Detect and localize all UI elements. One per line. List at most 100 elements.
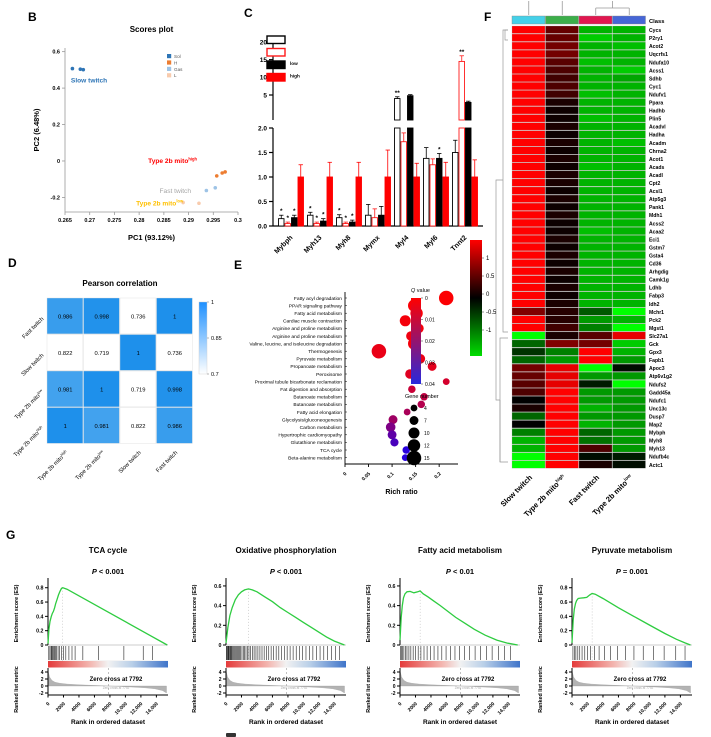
panel-f-gene-heatmap: Class Cycs P2ry1 Acot2 Uqcrfs1 Ndufa10 Acss1 Sd… xyxy=(456,0,711,562)
svg-text:0.6: 0.6 xyxy=(560,600,567,606)
svg-text:8000: 8000 xyxy=(625,701,637,713)
svg-text:Slow twitch: Slow twitch xyxy=(499,473,535,509)
svg-text:Zero cross at 7792: Zero cross at 7792 xyxy=(627,686,654,690)
svg-text:2000: 2000 xyxy=(407,701,419,713)
svg-text:0: 0 xyxy=(219,643,222,649)
svg-text:Cyc1: Cyc1 xyxy=(649,84,661,90)
svg-text:0: 0 xyxy=(393,643,396,649)
svg-text:Carbon metabolism: Carbon metabolism xyxy=(300,425,342,431)
svg-text:0.15: 0.15 xyxy=(408,471,419,482)
svg-text:Zero cross at 7792: Zero cross at 7792 xyxy=(614,677,667,683)
svg-text:0.6: 0.6 xyxy=(52,50,60,56)
svg-text:Glutathione metabolism: Glutathione metabolism xyxy=(291,440,342,446)
svg-text:0: 0 xyxy=(219,684,222,690)
svg-text:5: 5 xyxy=(263,92,267,99)
svg-text:15: 15 xyxy=(260,57,268,64)
svg-text:Q value: Q value xyxy=(411,288,430,294)
svg-text:Ndufs2: Ndufs2 xyxy=(649,382,666,388)
svg-text:14,000: 14,000 xyxy=(669,701,684,716)
svg-text:0.275: 0.275 xyxy=(108,218,122,224)
svg-text:Zero cross at 7792: Zero cross at 7792 xyxy=(103,686,130,690)
svg-text:0.03: 0.03 xyxy=(425,361,435,367)
svg-text:10: 10 xyxy=(260,75,268,82)
svg-text:1: 1 xyxy=(64,424,67,430)
svg-text:0.4: 0.4 xyxy=(36,614,43,620)
svg-text:Fast twitch: Fast twitch xyxy=(567,473,601,507)
svg-text:0.981: 0.981 xyxy=(58,387,73,393)
svg-text:*: * xyxy=(322,212,325,219)
svg-text:0.04: 0.04 xyxy=(425,382,435,388)
svg-text:**: ** xyxy=(395,90,401,97)
svg-text:10,000: 10,000 xyxy=(638,701,653,716)
svg-text:Ranked list metric: Ranked list metric xyxy=(538,666,544,712)
svg-text:Zero cross at 7792: Zero cross at 7792 xyxy=(281,686,308,690)
svg-text:Pank1: Pank1 xyxy=(649,205,664,211)
svg-text:Type 2b mitohigh: Type 2b mitohigh xyxy=(36,449,69,482)
svg-text:Fatty acid metabolism: Fatty acid metabolism xyxy=(294,311,342,317)
svg-text:Slc27a1: Slc27a1 xyxy=(649,334,668,340)
panel-label-g: G xyxy=(6,528,16,542)
svg-text:-1: -1 xyxy=(486,328,492,334)
svg-text:Myh8: Myh8 xyxy=(335,234,353,252)
svg-text:Dusp7: Dusp7 xyxy=(649,414,665,420)
svg-text:Atp5g3: Atp5g3 xyxy=(649,197,666,203)
marker-gene-bars-svg: 20 15 10 5 2.0 1.5 1.0 0.5 0.0 Mybph Myh13 Myh8 Mymx… xyxy=(258,35,483,255)
panel-g-gsea-pyruvate: Pyruvate metabolism P = 0.001 0 0.2 0.4 0.6 0.… xyxy=(532,534,708,737)
svg-text:Acot2: Acot2 xyxy=(649,44,663,50)
svg-text:4000: 4000 xyxy=(248,701,260,713)
pca-scatter-svg: Scores plot 0.265 0.27 0.275 0.28 0.285 0.29 0.… xyxy=(32,25,242,242)
svg-text:Acadvl: Acadvl xyxy=(649,125,666,131)
svg-text:Cycs: Cycs xyxy=(649,28,661,34)
svg-text:1: 1 xyxy=(486,256,490,262)
svg-text:Actc1: Actc1 xyxy=(649,463,663,469)
svg-text:4000: 4000 xyxy=(594,701,606,713)
svg-text:0.986: 0.986 xyxy=(167,424,182,430)
svg-text:Thermogenesis: Thermogenesis xyxy=(308,349,342,355)
svg-text:Slow twitch: Slow twitch xyxy=(21,353,46,378)
svg-text:Type 2b mitohigh: Type 2b mitohigh xyxy=(12,425,45,458)
svg-text:Zero cross at 7792: Zero cross at 7792 xyxy=(268,677,321,683)
svg-text:12,000: 12,000 xyxy=(653,701,668,716)
svg-text:Type 2b mitohigh: Type 2b mitohigh xyxy=(148,157,197,166)
svg-text:0.4: 0.4 xyxy=(52,86,61,92)
svg-text:Ndufv1: Ndufv1 xyxy=(649,92,666,98)
svg-text:Acaa2: Acaa2 xyxy=(649,229,664,235)
svg-text:0.998: 0.998 xyxy=(167,387,182,393)
svg-text:0.295: 0.295 xyxy=(206,218,220,224)
svg-text:Zero cross at 7792: Zero cross at 7792 xyxy=(455,686,482,690)
svg-text:Rank in ordered dataset: Rank in ordered dataset xyxy=(595,719,670,726)
svg-text:Ranked list metric: Ranked list metric xyxy=(366,666,372,712)
svg-text:0: 0 xyxy=(342,471,348,477)
svg-text:PC1 (93.12%): PC1 (93.12%) xyxy=(128,233,176,242)
svg-text:Idh2: Idh2 xyxy=(649,302,660,308)
svg-text:0.822: 0.822 xyxy=(131,424,146,430)
panel-e-pathway-enrichment: 0 0.05 0.1 0.15 0.2 Rich ratio Fatty acyl degr… xyxy=(233,258,461,514)
pearson-heatmap-svg: Pearson correlation 0.986 0.998 0.736 1 0.822… xyxy=(12,279,222,483)
svg-text:0: 0 xyxy=(569,701,575,707)
svg-text:P2ry1: P2ry1 xyxy=(649,36,663,42)
svg-text:Enrichment score (ES): Enrichment score (ES) xyxy=(192,584,198,642)
svg-text:TCA cycle: TCA cycle xyxy=(320,448,342,454)
svg-text:Rich ratio: Rich ratio xyxy=(385,489,417,496)
svg-text:7: 7 xyxy=(424,419,427,425)
svg-text:Type 2b mitolow: Type 2b mitolow xyxy=(74,449,107,482)
svg-text:0.02: 0.02 xyxy=(425,339,435,345)
svg-text:*: * xyxy=(286,215,289,222)
svg-text:Acadl: Acadl xyxy=(649,173,663,179)
svg-text:10,000: 10,000 xyxy=(466,701,481,716)
svg-text:1.0: 1.0 xyxy=(258,174,267,181)
svg-text:2.0: 2.0 xyxy=(258,125,267,132)
svg-text:P < 0.001: P < 0.001 xyxy=(92,567,124,576)
svg-text:Type 2b mitolow: Type 2b mitolow xyxy=(136,199,184,208)
svg-text:12,000: 12,000 xyxy=(307,701,322,716)
svg-text:Camk1g: Camk1g xyxy=(649,278,669,284)
svg-text:10: 10 xyxy=(424,431,430,437)
svg-text:0: 0 xyxy=(486,292,490,298)
svg-text:1: 1 xyxy=(100,387,103,393)
svg-text:10,000: 10,000 xyxy=(114,701,129,716)
svg-text:*: * xyxy=(280,208,283,215)
svg-text:Acads: Acads xyxy=(649,165,664,171)
svg-text:0.6: 0.6 xyxy=(388,584,395,590)
svg-text:Sol: Sol xyxy=(174,54,181,59)
